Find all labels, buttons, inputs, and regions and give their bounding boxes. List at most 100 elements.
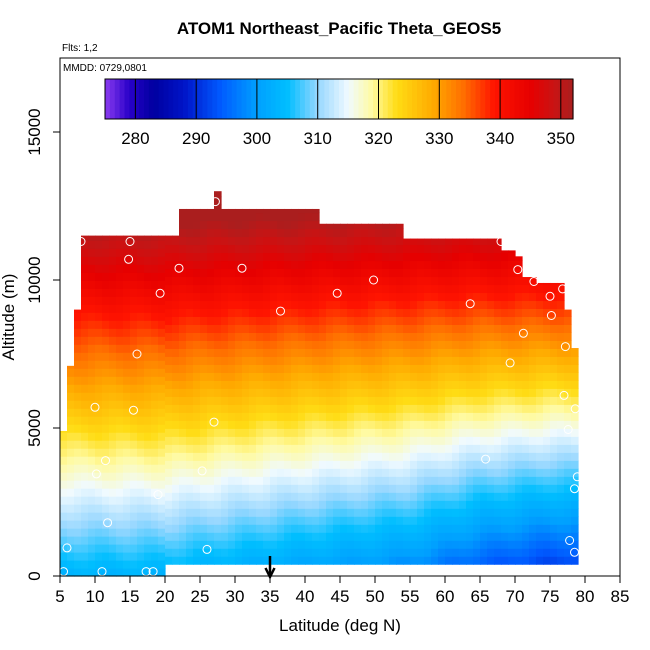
heatmap-cell <box>235 444 243 453</box>
heatmap-cell <box>312 444 320 453</box>
heatmap-cell <box>74 360 82 369</box>
heatmap-cell <box>347 412 355 421</box>
colorbar-segment <box>158 79 165 119</box>
heatmap-cell <box>109 392 117 401</box>
heatmap-cell <box>277 220 285 230</box>
heatmap-cell <box>270 388 278 397</box>
heatmap-cell <box>144 344 152 353</box>
heatmap-cell <box>319 276 327 286</box>
heatmap-cell <box>256 436 264 445</box>
heatmap-cell <box>130 472 138 481</box>
heatmap-cell <box>473 268 481 278</box>
heatmap-cell <box>186 524 194 533</box>
heatmap-cell <box>151 528 159 537</box>
heatmap-cell <box>207 212 215 222</box>
heatmap-cell <box>284 300 292 310</box>
colorbar-segment <box>114 79 121 119</box>
heatmap-cell <box>564 324 572 333</box>
heatmap-cell <box>151 408 159 417</box>
heatmap-cell <box>165 372 173 381</box>
heatmap-cell <box>445 436 453 445</box>
heatmap-cell <box>417 252 425 262</box>
heatmap-cell <box>389 524 397 533</box>
heatmap-cell <box>354 252 362 262</box>
heatmap-cell <box>368 228 376 238</box>
heatmap-cell <box>249 332 257 341</box>
heatmap-cell <box>319 356 327 365</box>
heatmap-cell <box>438 436 446 445</box>
heatmap-cell <box>417 460 425 469</box>
heatmap-cell <box>431 364 439 373</box>
heatmap-cell <box>102 272 110 281</box>
heatmap-cell <box>347 540 355 549</box>
heatmap-cell <box>536 332 544 341</box>
heatmap-cell <box>263 468 271 477</box>
colorbar-segment <box>368 79 374 119</box>
heatmap-cell <box>298 524 306 533</box>
y-axis-label: Altitude (m) <box>0 274 18 361</box>
heatmap-cell <box>123 488 131 497</box>
heatmap-cell <box>389 540 397 549</box>
heatmap-cell <box>410 332 418 341</box>
heatmap-cell <box>550 316 558 325</box>
colorbar-tick-label: 320 <box>364 129 392 148</box>
heatmap-cell <box>557 540 565 549</box>
heatmap-cell <box>522 324 530 333</box>
heatmap-cell <box>263 212 271 222</box>
heatmap-cell <box>571 468 579 477</box>
heatmap-cell <box>291 252 299 262</box>
heatmap-cell <box>410 404 418 413</box>
heatmap-cell <box>88 296 96 305</box>
colorbar-segment <box>339 79 345 119</box>
colorbar-segment <box>378 79 384 119</box>
heatmap-cell <box>284 252 292 262</box>
heatmap-cell <box>354 476 362 485</box>
heatmap-cell <box>333 268 341 278</box>
heatmap-cell <box>214 252 222 262</box>
heatmap-cell <box>389 292 397 302</box>
heatmap-cell <box>473 292 481 302</box>
heatmap-cell <box>473 548 481 557</box>
heatmap-cell <box>417 428 425 437</box>
heatmap-cell <box>375 223 383 230</box>
heatmap-cell <box>431 300 439 310</box>
heatmap-cell <box>200 444 208 453</box>
heatmap-cell <box>200 492 208 501</box>
heatmap-cell <box>95 320 103 329</box>
heatmap-cell <box>60 504 68 513</box>
heatmap-cell <box>522 508 530 517</box>
heatmap-cell <box>179 324 187 333</box>
heatmap-cell <box>375 436 383 445</box>
heatmap-cell <box>179 212 187 222</box>
heatmap-cell <box>81 568 89 577</box>
heatmap-cell <box>109 512 117 521</box>
heatmap-cell <box>466 238 474 246</box>
heatmap-cell <box>417 540 425 549</box>
heatmap-cell <box>480 532 488 541</box>
heatmap-cell <box>417 508 425 517</box>
heatmap-cell <box>382 468 390 477</box>
heatmap-cell <box>466 404 474 413</box>
heatmap-cell <box>186 420 194 429</box>
x-tick-label: 15 <box>121 587 140 606</box>
heatmap-cell <box>60 528 68 537</box>
heatmap-cell <box>501 268 509 278</box>
heatmap-cell <box>137 432 145 441</box>
colorbar-segment <box>280 79 286 119</box>
heatmap-cell <box>165 292 173 302</box>
colorbar-segment <box>524 79 530 119</box>
heatmap-cell <box>249 236 257 246</box>
heatmap-cell <box>221 228 229 238</box>
heatmap-cell <box>494 412 502 421</box>
heatmap-cell <box>368 556 376 565</box>
heatmap-cell <box>354 300 362 310</box>
heatmap-cell <box>557 492 565 501</box>
heatmap-cell <box>375 500 383 509</box>
heatmap-cell <box>116 272 124 281</box>
heatmap-cell <box>515 508 523 517</box>
heatmap-cell <box>200 484 208 493</box>
heatmap-cell <box>459 308 467 318</box>
heatmap-cell <box>151 304 159 313</box>
heatmap-cell <box>144 544 152 553</box>
heatmap-cell <box>221 420 229 429</box>
